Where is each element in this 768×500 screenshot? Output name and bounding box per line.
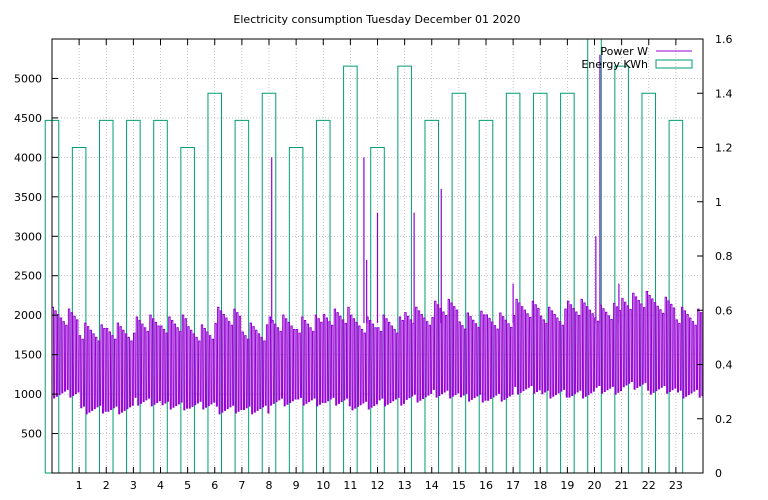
y-right-tick-label: 1.4 [715,87,733,100]
y-right-tick-label: 0.6 [715,304,733,317]
energy-bar [288,147,304,474]
y-right-tick-label: 1.2 [715,142,733,155]
y-right-tick-label: 1.6 [715,33,733,46]
x-tick-label: 16 [479,479,493,492]
y-left-tick-label: 3000 [14,230,42,243]
y-right-tick-label: 0.2 [715,413,733,426]
x-tick-label: 20 [588,479,602,492]
x-tick-label: 22 [642,479,656,492]
x-tick-label: 15 [452,479,466,492]
y-left-tick-label: 3500 [14,191,42,204]
x-tick-label: 21 [615,479,629,492]
energy-bar [71,147,87,474]
y-right-tick-label: 1 [715,196,722,209]
x-tick-label: 5 [184,479,191,492]
y-axis-left: 500 1000 1500 2000 2500 3000 3500 4000 4500 5000 [14,72,58,441]
x-tick-label: 19 [560,479,574,492]
x-tick-label: 13 [398,479,412,492]
x-tick-label: 2 [103,479,110,492]
chart-title: Electricity consumption Tuesday December… [233,13,520,26]
power-series [52,54,703,415]
x-tick-label: 8 [266,479,273,492]
y-left-tick-label: 2000 [14,309,42,322]
x-axis: 1 2 3 4 5 6 7 8 9 10 11 12 13 14 15 16 17 18 19 20 21 22 23 [76,39,683,492]
legend-label-power: Power W [600,45,648,58]
x-tick-label: 14 [425,479,439,492]
y-left-tick-label: 1000 [14,388,42,401]
x-tick-label: 12 [371,479,385,492]
y-left-tick-label: 5000 [14,72,42,85]
x-tick-label: 18 [533,479,547,492]
legend: Power W Energy KWh [581,45,693,71]
x-tick-label: 17 [506,479,520,492]
x-tick-label: 4 [157,479,164,492]
x-tick-label: 7 [238,479,245,492]
x-tick-label: 6 [211,479,218,492]
legend-swatch-energy [655,59,693,69]
y-left-tick-label: 500 [21,428,42,441]
y-left-tick-label: 4500 [14,112,42,125]
y-right-tick-label: 0 [715,467,722,480]
grid [52,39,703,473]
y-left-tick-label: 4000 [14,151,42,164]
energy-bar [180,147,195,474]
x-tick-label: 11 [343,479,357,492]
y-right-tick-label: 0.8 [715,250,733,263]
x-tick-label: 9 [293,479,300,492]
y-right-tick-label: 0.4 [715,359,733,372]
y-left-tick-label: 1500 [14,349,42,362]
y-left-tick-label: 2500 [14,270,42,283]
power-line [52,291,703,415]
y-axis-right: 0 0.2 0.4 0.6 0.8 1 1.2 1.4 1.6 [697,33,733,480]
x-tick-label: 23 [669,479,683,492]
x-tick-label: 1 [76,479,83,492]
x-tick-label: 10 [316,479,330,492]
x-tick-label: 3 [130,479,137,492]
legend-label-energy: Energy KWh [581,58,648,71]
